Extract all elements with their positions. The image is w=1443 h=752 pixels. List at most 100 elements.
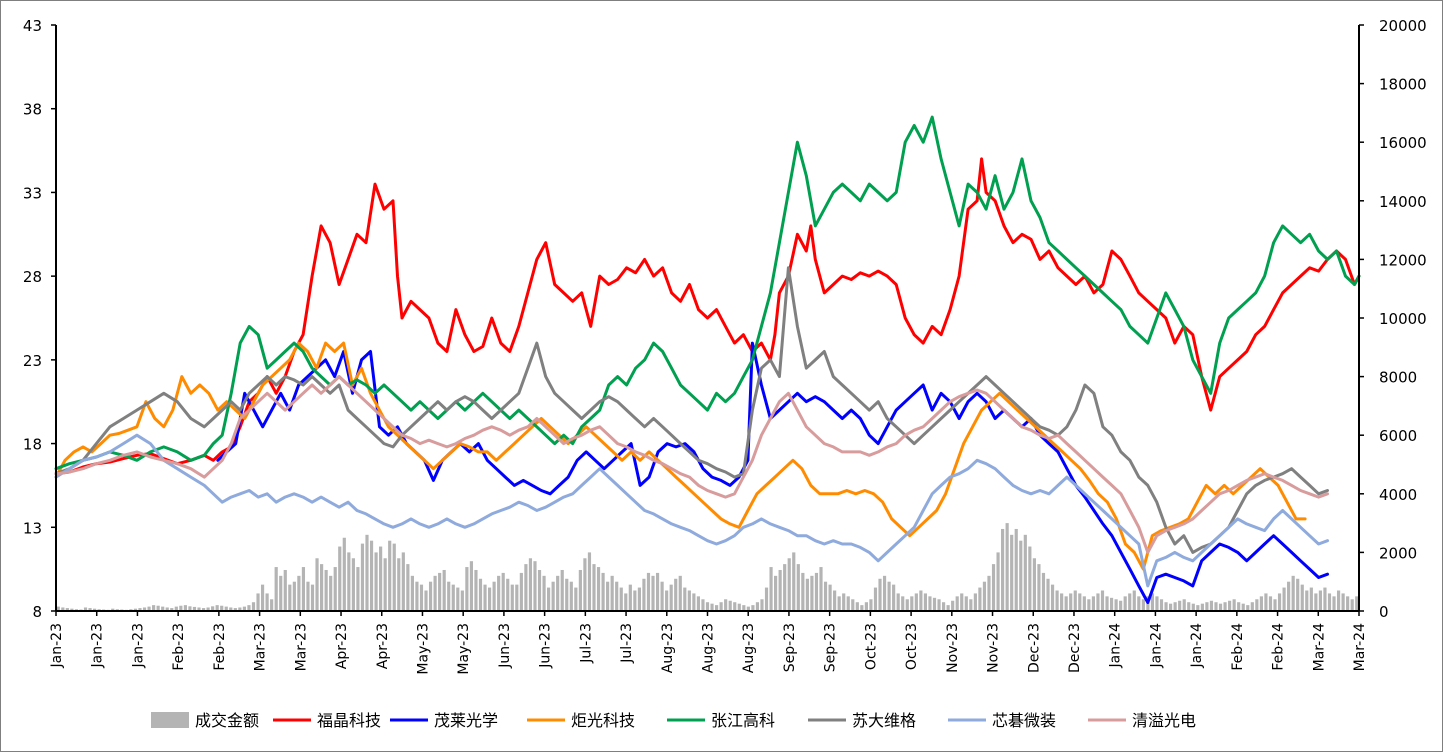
volume-bar xyxy=(279,575,283,611)
volume-bar xyxy=(547,587,551,611)
volume-bar xyxy=(910,596,914,611)
volume-bar xyxy=(751,605,755,611)
volume-bar xyxy=(1314,593,1318,611)
volume-bar xyxy=(215,605,219,611)
volume-bar xyxy=(242,606,246,611)
volume-bar xyxy=(456,587,460,611)
volume-bar xyxy=(152,605,156,611)
legend-label: 福晶科技 xyxy=(317,711,381,730)
x-tick-label: Aug-23 xyxy=(701,623,717,673)
volume-bar xyxy=(746,606,750,611)
volume-bar xyxy=(288,584,292,611)
volume-bar xyxy=(415,581,419,611)
legend-label: 苏大维格 xyxy=(852,711,916,730)
volume-bar xyxy=(1241,603,1245,611)
price-lines xyxy=(54,115,1361,605)
volume-bar xyxy=(665,590,669,611)
volume-bar xyxy=(1173,602,1177,611)
volume-bar xyxy=(465,567,469,611)
volume-bar xyxy=(70,608,74,611)
volume-bar xyxy=(1200,603,1204,611)
volume-bar xyxy=(147,606,151,611)
legend-label: 炬光科技 xyxy=(571,711,635,730)
volume-bar xyxy=(406,564,410,611)
volume-bar xyxy=(142,607,147,611)
volume-bar xyxy=(1041,572,1046,611)
volume-bar xyxy=(923,593,928,611)
volume-bar xyxy=(606,581,610,611)
volume-bar xyxy=(1237,602,1241,611)
x-tick-label: Aug-23 xyxy=(660,623,676,673)
y-left-tick-label: 33 xyxy=(23,184,42,202)
volume-bar xyxy=(696,596,701,611)
volume-bar xyxy=(56,606,60,611)
volume-bar xyxy=(174,606,178,611)
volume-bar xyxy=(542,575,546,611)
volume-bar xyxy=(651,575,655,611)
volume-bar xyxy=(646,572,651,611)
x-tick-label: Apr-23 xyxy=(334,623,350,669)
volume-bar xyxy=(356,567,360,611)
volume-bar xyxy=(565,578,569,611)
volume-bar xyxy=(1028,546,1032,611)
volume-bar xyxy=(1327,593,1332,611)
volume-bar xyxy=(379,546,383,611)
y-left-tick-label: 13 xyxy=(23,519,42,537)
volume-bar xyxy=(1023,534,1027,611)
volume-bar xyxy=(674,578,678,611)
volume-bar xyxy=(270,599,274,611)
volume-bar xyxy=(460,590,464,611)
volume-bar xyxy=(383,558,387,611)
volume-bar xyxy=(1114,599,1118,611)
volume-bar xyxy=(837,596,841,611)
volume-bar xyxy=(914,593,918,611)
y-right-tick-label: 4000 xyxy=(1379,486,1417,504)
volume-bar xyxy=(964,596,968,611)
legend-label: 茂莱光学 xyxy=(434,711,498,730)
x-tick-label: Jan-23 xyxy=(130,623,146,668)
volume-bar xyxy=(774,575,778,611)
volume-bar xyxy=(778,569,782,611)
x-tick-label: Sep-23 xyxy=(782,623,798,672)
volume-bar xyxy=(987,575,991,611)
volume-bar xyxy=(864,602,868,611)
volume-bar xyxy=(388,540,392,611)
volume-bar xyxy=(1191,603,1195,611)
volume-bar xyxy=(1196,605,1200,611)
volume-bar xyxy=(701,599,705,611)
volume-bar xyxy=(896,593,900,611)
legend-label: 清溢光电 xyxy=(1132,711,1196,730)
volume-bar xyxy=(1141,599,1145,611)
legend: 成交金额 福晶科技 茂莱光学 炬光科技 张江高科 苏大维格 芯碁微装 清溢光电 xyxy=(151,711,1196,730)
volume-bar xyxy=(683,587,687,611)
volume-bar xyxy=(1309,587,1313,611)
volume-bar xyxy=(719,602,723,611)
volume-bar xyxy=(315,558,319,611)
volume-bar xyxy=(642,578,646,611)
series-line xyxy=(54,433,1329,588)
volume-bar xyxy=(1336,590,1341,611)
x-tick-label: Mar-23 xyxy=(293,623,309,671)
volume-bar xyxy=(624,593,628,611)
volume-bar xyxy=(1150,593,1155,611)
x-tick-label: Jan-23 xyxy=(90,623,106,668)
volume-bar xyxy=(497,575,501,611)
volume-bar xyxy=(928,596,932,611)
volume-bar xyxy=(1014,528,1018,611)
volume-bar xyxy=(1087,599,1091,611)
volume-bar xyxy=(1100,590,1105,611)
volume-bar xyxy=(1001,528,1005,611)
series-line xyxy=(54,375,1329,554)
volume-bar xyxy=(687,590,691,611)
y-left-tick-label: 8 xyxy=(32,603,42,621)
volume-bar xyxy=(1082,596,1086,611)
volume-bar xyxy=(637,587,641,611)
volume-bar xyxy=(860,605,864,611)
volume-bar xyxy=(919,590,923,611)
volume-bar xyxy=(628,584,632,611)
volume-bar xyxy=(233,608,237,611)
x-tick-label: Jun-23 xyxy=(497,623,513,669)
series-line xyxy=(54,266,1329,554)
volume-bar xyxy=(492,581,496,611)
volume-bar xyxy=(61,607,65,611)
